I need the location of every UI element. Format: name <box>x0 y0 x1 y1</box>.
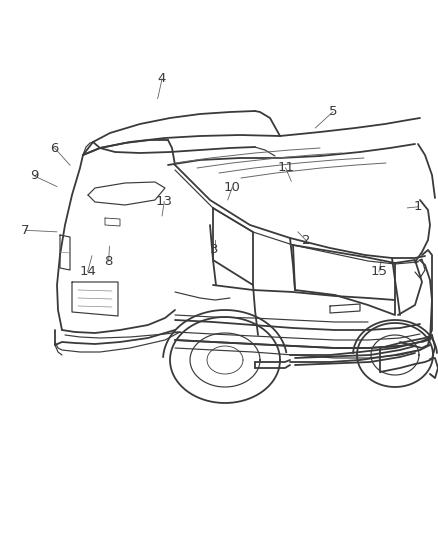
Text: 3: 3 <box>210 243 219 256</box>
Text: 6: 6 <box>50 142 59 155</box>
Text: 11: 11 <box>277 161 294 174</box>
Text: 4: 4 <box>158 72 166 85</box>
Text: 1: 1 <box>414 200 423 213</box>
Text: 10: 10 <box>224 181 240 194</box>
Text: 8: 8 <box>104 255 113 268</box>
Text: 5: 5 <box>328 106 337 118</box>
Text: 13: 13 <box>156 195 173 208</box>
Text: 2: 2 <box>302 235 311 247</box>
Text: 9: 9 <box>30 169 39 182</box>
Text: 14: 14 <box>79 265 96 278</box>
Text: 15: 15 <box>371 265 387 278</box>
Text: 7: 7 <box>21 224 30 237</box>
